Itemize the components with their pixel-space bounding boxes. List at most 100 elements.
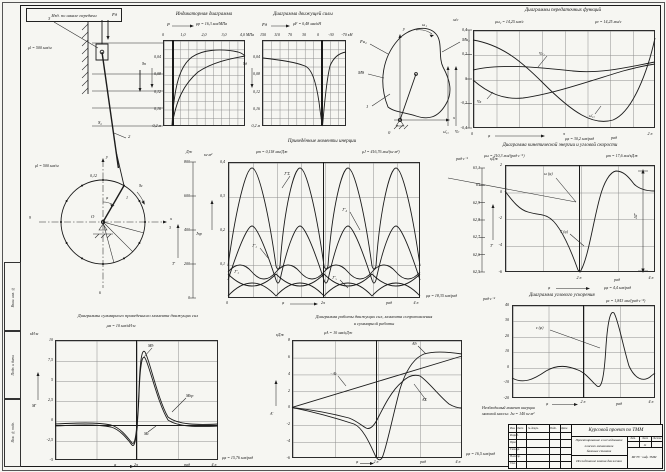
t-axis-label: Т̄ — [490, 243, 493, 248]
tick: 30 — [505, 317, 509, 322]
crank-position-circle: μl = 500 мм/м y x 0,12 O φ 1 3 6 9 S̄с — [25, 152, 180, 304]
tick: 2π — [320, 300, 326, 305]
tick: 0,04 — [253, 54, 260, 59]
work-curves — [274, 314, 478, 465]
tick: 62,5 — [473, 269, 480, 274]
stamp-sheet-number: 11 — [643, 442, 647, 447]
tick: 6 — [288, 354, 290, 359]
curve-vb — [473, 64, 655, 98]
margin-label: Инв. № подл. — [10, 422, 15, 443]
tick: 0 — [288, 404, 290, 409]
tick: 0,08 — [154, 71, 161, 76]
inner-frame — [20, 5, 661, 467]
tick: 5 — [51, 377, 53, 382]
stamp-row-prov: Пров. — [510, 441, 517, 444]
angular-acceleration-diagram: φ μφ = 4,4 мм/рад Диаграмма углового уск… — [478, 285, 664, 408]
tick: -0,2 — [460, 100, 467, 105]
tick: 110 — [274, 32, 280, 37]
y-unit: рад·с⁻² — [483, 296, 496, 301]
curve-label-j5: J̄″₅ — [332, 275, 337, 280]
v-arrow-label: V̄с — [455, 129, 460, 134]
rod-segment — [116, 152, 124, 186]
tick: 30 — [302, 32, 306, 37]
x-unit: рад — [611, 135, 618, 140]
work-title-1: Диаграмма работы движущих сил, момента с… — [315, 314, 433, 319]
tick: -0,4 — [460, 125, 467, 130]
tick: 2,0 — [201, 32, 207, 37]
length-scale: μl = 500 мм/м — [28, 45, 52, 50]
y-axis-label: y — [403, 26, 406, 31]
stamp-row-razrab: Разраб. — [510, 434, 519, 437]
curve-label-asum: А̄Σ — [422, 397, 427, 402]
margin-box: Инв. № подл. — [4, 398, 21, 467]
x-axis-phi: φ — [282, 300, 285, 305]
tick: 800 — [184, 159, 190, 164]
moment-scale: μм = 10 мм/кН·м — [106, 323, 136, 328]
x-origin: 0 — [471, 131, 473, 136]
curve-label-omega21: ω̄₂₁ — [589, 113, 595, 118]
driving-force-label: F̄д — [112, 12, 118, 17]
x-scale: μφ = 15,76 мм/рад — [222, 455, 254, 460]
kinetic-curves — [448, 142, 664, 273]
axis-2pi — [136, 340, 138, 460]
stamp-sheets: Листов — [652, 437, 662, 440]
stamp-header-doc: № докум. — [528, 427, 539, 430]
phi-arrow-label: φ — [548, 285, 551, 290]
transfer-functions-diagram: Диаграммы передаточных функций μω₂ = 14,… — [443, 8, 664, 142]
tick: -70 кН — [341, 32, 353, 37]
tick: 0,3 — [220, 193, 225, 198]
tick: -2 — [286, 421, 290, 426]
x-unit: рад — [184, 462, 191, 467]
kinetic-scale-omega: μω = 210,3 мм/(рад·с⁻¹) — [484, 153, 525, 158]
curve-j3 — [228, 283, 420, 296]
phi-scale: μφ = 4,4 мм/рад — [604, 285, 632, 290]
y-unit: кН·м — [30, 331, 39, 336]
mechanism-schematic: 3 F̄д μl = 500 мм/м S̄₂ 2 — [22, 8, 167, 168]
tick: 0,1 — [220, 261, 225, 266]
mechanism-linework — [22, 8, 167, 168]
tick: 4 π — [211, 462, 217, 467]
acceleration-title: Диаграмма углового ускорения — [529, 293, 595, 298]
inertia-moment-label: М̄и₂ — [462, 37, 470, 42]
stamp-lit: Лит. — [630, 437, 636, 440]
curve-label-j2: J̄″₂ — [252, 243, 257, 248]
curve-label-ad: А̄д — [412, 341, 417, 346]
x-axis-phi: φ — [488, 133, 491, 138]
note-line-2: маховой массы: Jм = 140 кг·м² — [482, 411, 535, 416]
tick: 2 π — [647, 131, 653, 136]
curve-label-jsum: J̄″Σ — [284, 171, 290, 176]
driving-grid — [262, 40, 346, 126]
p-axis — [172, 40, 174, 126]
tick: 10 — [49, 337, 53, 342]
tick: 63 — [476, 182, 480, 187]
stamp-doc-2: плоских механизмов — [584, 443, 614, 448]
tick: 150 — [260, 32, 266, 37]
wall-hatch — [82, 24, 88, 94]
tick: 400 — [184, 227, 190, 232]
tick: 0 — [507, 364, 509, 369]
note-line-1: Необходимый момент инерции — [482, 405, 535, 410]
omega-t-curve — [505, 171, 655, 272]
kinetic-scale-t: μт = 17,6 мм/кДж — [606, 153, 638, 158]
tick: 4 π — [648, 399, 654, 404]
tick: 10 — [505, 348, 509, 353]
s2-label: S̄₂ — [98, 120, 102, 125]
tick: 2 π — [373, 459, 379, 464]
tick: 3,0 — [221, 32, 227, 37]
crank-line — [400, 74, 416, 120]
tick: 2 — [500, 162, 502, 167]
origin-label: 0 — [388, 130, 391, 135]
link-2-rod — [102, 52, 118, 168]
inertia-title: Приведённые моменты инерции — [287, 139, 357, 144]
tick: 0,12 — [154, 89, 161, 94]
x-unit: рад — [614, 277, 621, 282]
a-axis-label: А̄ — [270, 411, 273, 416]
y-unit: кДж — [276, 332, 285, 337]
inertia-moments-diagram: Приведённые моменты инерции μт = 0,118 м… — [190, 138, 472, 308]
y-unit: м/с — [453, 17, 459, 22]
driving-title: Диаграмма движущей силы — [273, 12, 333, 17]
tick: -2 — [498, 215, 502, 220]
y-axis-label: y — [106, 154, 109, 159]
tick: 0,2 м — [152, 123, 161, 128]
